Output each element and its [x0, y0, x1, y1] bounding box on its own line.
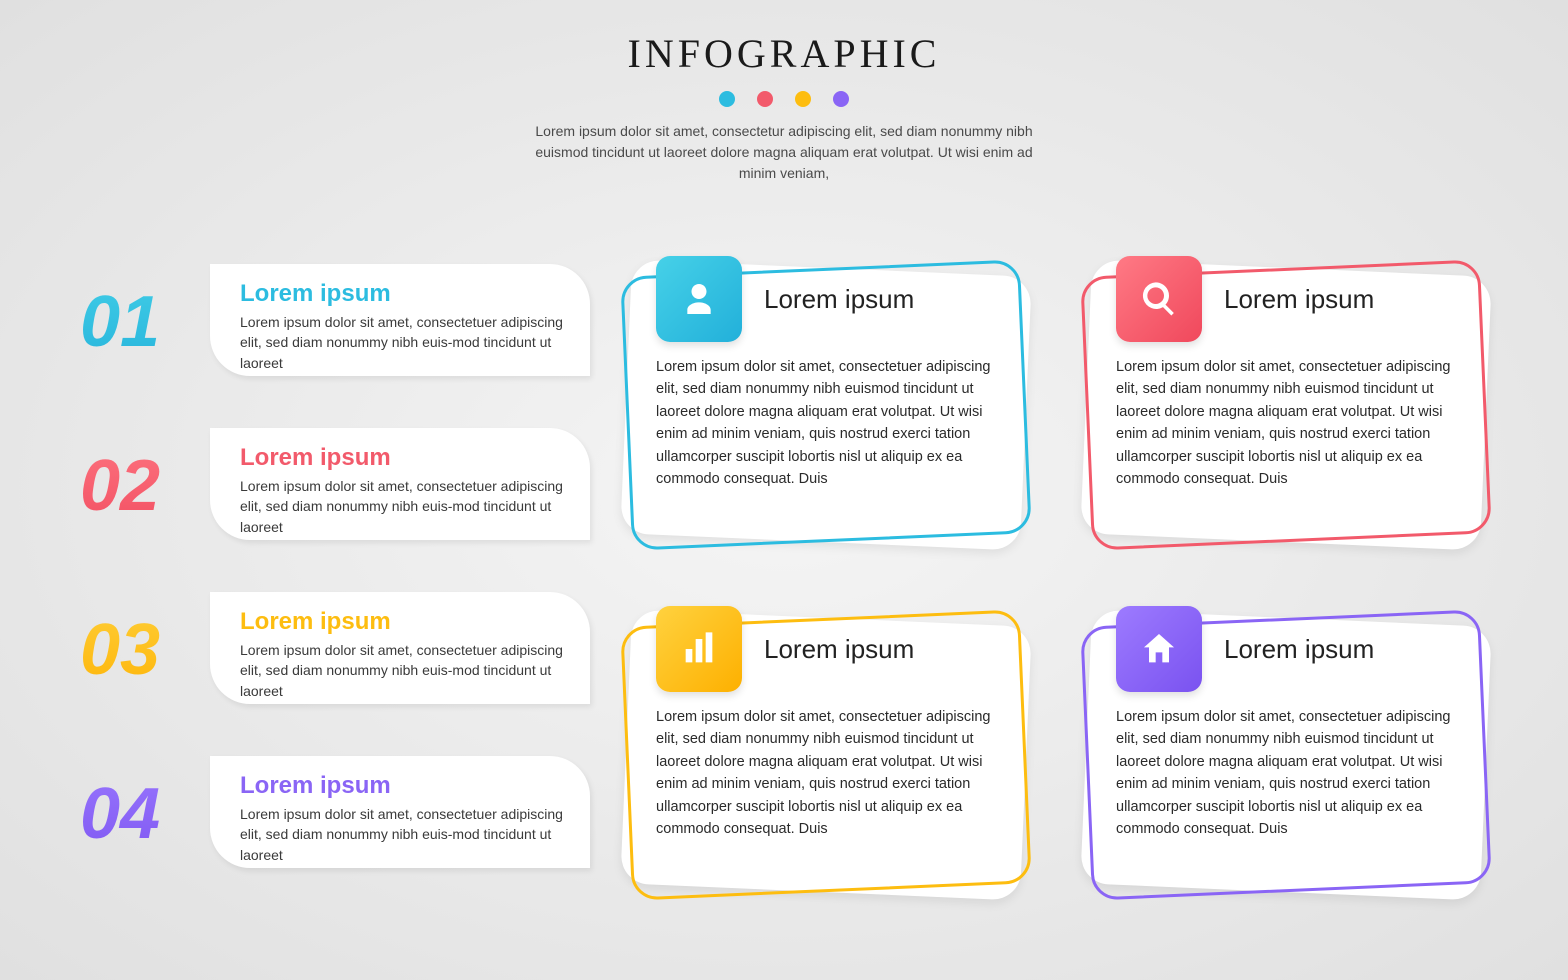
search-icon	[1116, 256, 1202, 342]
card-body: Lorem ipsum dolor sit amet, consectetuer…	[656, 356, 1000, 491]
list-item: 01 Lorem ipsum Lorem ipsum dolor sit ame…	[80, 258, 580, 386]
list-title: Lorem ipsum	[240, 608, 564, 636]
page-title: INFOGRAPHIC	[0, 30, 1568, 77]
header-subtitle: Lorem ipsum dolor sit amet, consectetur …	[524, 121, 1044, 184]
info-card: Lorem ipsum Lorem ipsum dolor sit amet, …	[620, 250, 1030, 550]
info-card: Lorem ipsum Lorem ipsum dolor sit amet, …	[1080, 250, 1490, 550]
list-item: 03 Lorem ipsum Lorem ipsum dolor sit ame…	[80, 586, 580, 714]
dot-cyan	[719, 91, 735, 107]
card-title: Lorem ipsum	[1224, 284, 1374, 315]
card-content: Lorem ipsum Lorem ipsum dolor sit amet, …	[626, 618, 1026, 892]
number-01: 01	[80, 258, 230, 386]
chart-icon	[656, 606, 742, 692]
numbered-list: 01 Lorem ipsum Lorem ipsum dolor sit ame…	[80, 258, 580, 914]
card-content: Lorem ipsum Lorem ipsum dolor sit amet, …	[1086, 618, 1486, 892]
card-content: Lorem ipsum Lorem ipsum dolor sit amet, …	[626, 268, 1026, 542]
list-card: Lorem ipsum Lorem ipsum dolor sit amet, …	[210, 428, 590, 540]
person-icon	[656, 256, 742, 342]
list-item: 04 Lorem ipsum Lorem ipsum dolor sit ame…	[80, 750, 580, 878]
dot-red	[757, 91, 773, 107]
header: INFOGRAPHIC Lorem ipsum dolor sit amet, …	[0, 0, 1568, 184]
card-title: Lorem ipsum	[1224, 634, 1374, 665]
header-dots	[0, 91, 1568, 107]
card-body: Lorem ipsum dolor sit amet, consectetuer…	[656, 706, 1000, 841]
list-title: Lorem ipsum	[240, 444, 564, 472]
card-title: Lorem ipsum	[764, 284, 914, 315]
list-title: Lorem ipsum	[240, 280, 564, 308]
card-body: Lorem ipsum dolor sit amet, consectetuer…	[1116, 356, 1460, 491]
card-grid: Lorem ipsum Lorem ipsum dolor sit amet, …	[620, 250, 1500, 900]
number-03: 03	[80, 586, 230, 714]
card-content: Lorem ipsum Lorem ipsum dolor sit amet, …	[1086, 268, 1486, 542]
list-title: Lorem ipsum	[240, 772, 564, 800]
number-04: 04	[80, 750, 230, 878]
card-title: Lorem ipsum	[764, 634, 914, 665]
list-body: Lorem ipsum dolor sit amet, consectetuer…	[240, 640, 564, 701]
number-02: 02	[80, 422, 230, 550]
info-card: Lorem ipsum Lorem ipsum dolor sit amet, …	[620, 600, 1030, 900]
dot-purple	[833, 91, 849, 107]
info-card: Lorem ipsum Lorem ipsum dolor sit amet, …	[1080, 600, 1490, 900]
dot-yellow	[795, 91, 811, 107]
list-item: 02 Lorem ipsum Lorem ipsum dolor sit ame…	[80, 422, 580, 550]
list-body: Lorem ipsum dolor sit amet, consectetuer…	[240, 804, 564, 865]
list-body: Lorem ipsum dolor sit amet, consectetuer…	[240, 312, 564, 373]
list-card: Lorem ipsum Lorem ipsum dolor sit amet, …	[210, 592, 590, 704]
list-body: Lorem ipsum dolor sit amet, consectetuer…	[240, 476, 564, 537]
card-body: Lorem ipsum dolor sit amet, consectetuer…	[1116, 706, 1460, 841]
list-card: Lorem ipsum Lorem ipsum dolor sit amet, …	[210, 264, 590, 376]
list-card: Lorem ipsum Lorem ipsum dolor sit amet, …	[210, 756, 590, 868]
home-icon	[1116, 606, 1202, 692]
